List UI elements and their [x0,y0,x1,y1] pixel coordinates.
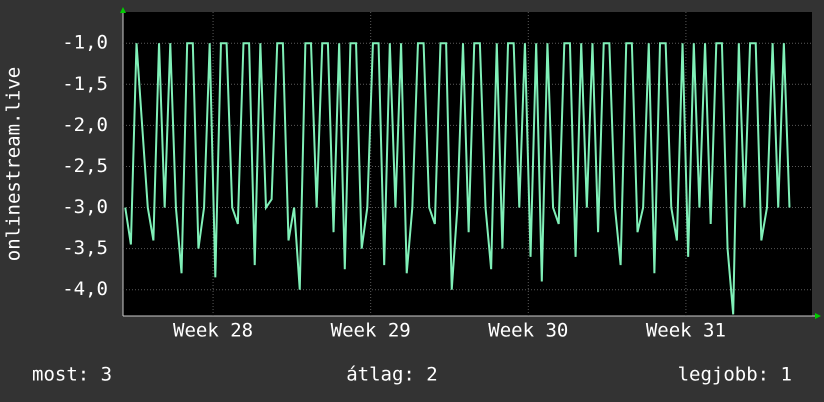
y-axis-label: onlinestream.live [3,67,25,261]
line [124,42,791,315]
y-tick-label: -3,5 [62,237,108,259]
stat: legjobb: 1 [678,364,792,386]
x-tick-label: Week 28 [173,320,253,342]
stat: átlag: 2 [346,364,438,386]
y-tick-label: -3,0 [62,196,108,218]
y-arrow [120,7,126,13]
y-tick-label: -1,0 [62,32,108,54]
x-tick-label: Week 31 [646,320,726,342]
x-tick-label: Week 29 [331,320,411,342]
y-tick-label: -1,5 [62,73,108,95]
x-tick-label: Week 30 [488,320,568,342]
y-tick-label: -2,5 [62,155,108,177]
stat: most: 3 [32,364,112,386]
x-arrow [815,313,821,319]
y-tick-label: -4,0 [62,278,108,300]
y-tick-label: -2,0 [62,114,108,136]
